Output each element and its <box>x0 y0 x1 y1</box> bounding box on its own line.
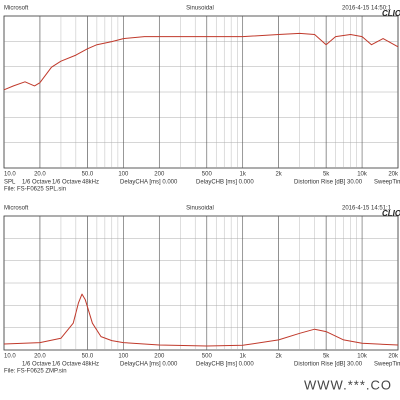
x-tick-label: 50.0 <box>82 354 94 360</box>
x-tick-label: 200 <box>154 172 165 178</box>
setting: SweepTime [ms] <box>374 362 400 368</box>
setting: DelayCHA [ms] 0.000 <box>120 180 178 186</box>
x-tick-label: 20.0 <box>34 354 46 360</box>
x-tick-label: 50.0 <box>82 172 94 178</box>
x-tick-label: 100 <box>118 354 129 360</box>
setting: Distortion Rise [dB] 30.00 <box>294 180 363 186</box>
x-tick-label: 10k <box>357 172 368 178</box>
setting: Distortion Rise [dB] 30.00 <box>294 362 363 368</box>
setting: 48kHz <box>82 362 99 368</box>
logo: CLIO <box>382 209 400 218</box>
x-tick-label: 2k <box>275 172 282 178</box>
x-tick-label: 2k <box>275 354 282 360</box>
header-right: 2016-4-15 14:51:1 <box>342 206 392 212</box>
x-tick-label: 100 <box>118 172 129 178</box>
setting: 48kHz <box>82 180 99 186</box>
header-left: Microsoft <box>4 6 29 12</box>
x-tick-label: 1k <box>240 172 247 178</box>
x-tick-label: 1k <box>240 354 247 360</box>
x-tick-label: 10.0 <box>4 172 16 178</box>
setting: DelayCHA [ms] 0.000 <box>120 362 178 368</box>
curve <box>3 32 399 91</box>
x-tick-label: 20k <box>388 354 399 360</box>
setting: SweepTime [ms] <box>374 180 400 186</box>
x-tick-label: 10k <box>357 354 368 360</box>
setting: 1/6 Octave <box>52 362 82 368</box>
x-tick-label: 20.0 <box>34 172 46 178</box>
setting: 1/6 Octave <box>22 180 52 186</box>
x-tick-label: 20k <box>388 172 399 178</box>
header-center: Sinusoidal <box>186 206 214 212</box>
file-name: File: FS-F0625 ZMP.sin <box>4 369 67 375</box>
file-name: File: FS-F0625 SPL.sin <box>4 187 66 193</box>
watermark: WWW.***.CO <box>304 377 392 392</box>
x-tick-label: 500 <box>202 172 213 178</box>
setting: DelayCHB [ms] 0.000 <box>196 180 254 186</box>
setting: SPL <box>4 180 16 186</box>
setting: 1/6 Octave <box>52 180 82 186</box>
setting: DelayCHB [ms] 0.000 <box>196 362 254 368</box>
curve <box>3 293 399 347</box>
x-tick-label: 200 <box>154 354 165 360</box>
x-tick-label: 5k <box>323 354 330 360</box>
logo: CLIO <box>382 9 400 18</box>
x-tick-label: 500 <box>202 354 213 360</box>
setting: 1/6 Octave <box>22 362 52 368</box>
header-center: Sinusoidal <box>186 6 214 12</box>
header-right: 2016-4-15 14:50:1 <box>342 6 392 12</box>
x-tick-label: 5k <box>323 172 330 178</box>
header-left: Microsoft <box>4 206 29 212</box>
x-tick-label: 10.0 <box>4 354 16 360</box>
